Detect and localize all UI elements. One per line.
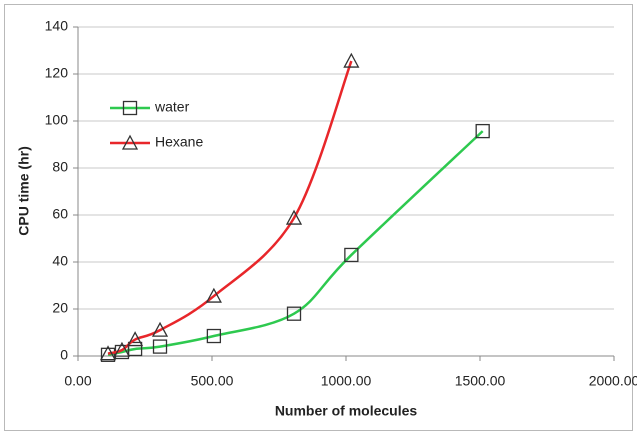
y-tick-label: 40: [52, 253, 68, 269]
marker: [100, 347, 116, 362]
x-tick-label: 1000.00: [321, 373, 372, 389]
x-tick-label: 0.00: [64, 373, 91, 389]
y-tick-label: 20: [52, 300, 68, 316]
x-tick-label: 1500.00: [455, 373, 506, 389]
y-tick-label: 80: [52, 159, 68, 175]
marker: [151, 321, 169, 337]
series-line: [107, 130, 484, 357]
marker: [343, 52, 360, 68]
y-tick-label: 120: [45, 65, 69, 81]
marker: [475, 123, 490, 139]
marker: [121, 134, 139, 150]
marker: [344, 247, 359, 263]
legend-label: Hexane: [155, 134, 203, 150]
marker: [152, 339, 168, 354]
y-axis-label: CPU time (hr): [16, 146, 32, 235]
legend-label: water: [154, 99, 190, 115]
marker: [99, 345, 117, 361]
marker: [285, 209, 303, 225]
marker: [126, 331, 144, 347]
x-axis-label: Number of molecules: [275, 403, 418, 419]
y-tick-label: 60: [52, 206, 68, 222]
y-tick-label: 140: [45, 18, 69, 34]
marker: [206, 328, 222, 344]
x-tick-label: 2000.00: [589, 373, 637, 389]
series-line: [107, 60, 353, 355]
marker: [286, 306, 302, 321]
x-tick-label: 500.00: [191, 373, 234, 389]
y-tick-label: 0: [60, 347, 68, 363]
marker: [205, 287, 222, 303]
marker: [122, 100, 138, 116]
marker: [127, 341, 143, 357]
chart-border: [4, 4, 633, 431]
y-tick-label: 100: [45, 112, 69, 128]
marker: [113, 341, 131, 357]
